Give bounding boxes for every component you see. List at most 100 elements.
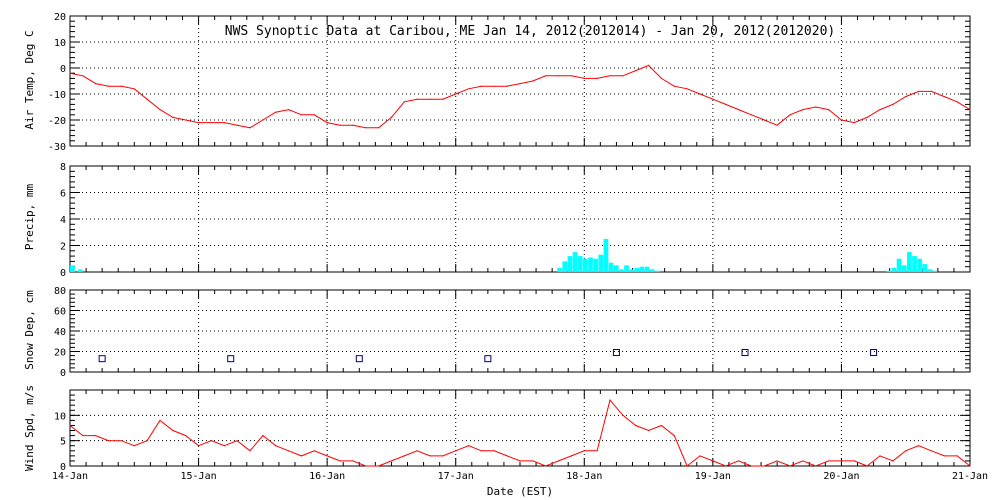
data-point: [82, 75, 84, 77]
data-point: [686, 88, 688, 90]
data-point: [660, 424, 663, 427]
data-point: [377, 127, 380, 129]
data-point: [95, 435, 97, 437]
data-point: [583, 450, 585, 452]
panel-precip: Precip, mm 0 2 4 6 8: [23, 162, 971, 279]
precip-bar: [598, 254, 604, 272]
data-point: [223, 122, 225, 124]
data-point: [300, 455, 303, 457]
data-point: [493, 85, 495, 87]
data-point: [570, 75, 573, 77]
precip-bar: [629, 269, 635, 272]
data-point: [480, 85, 483, 87]
y-tick-label: 20: [54, 348, 66, 359]
x-axis-label: Date (EST): [487, 485, 553, 498]
data-point: [287, 450, 290, 452]
data-point: [815, 465, 817, 467]
data-point: [686, 465, 688, 467]
data-point: [236, 124, 238, 126]
data-point: [827, 109, 830, 111]
data-point: [802, 109, 804, 111]
x-tick-label: 15-Jan: [181, 471, 217, 482]
x-tick-label: 18-Jan: [566, 471, 602, 482]
data-point: [853, 460, 855, 462]
data-point: [969, 109, 971, 111]
precip-bar: [644, 266, 650, 272]
data-point: [905, 96, 907, 98]
data-point: [390, 460, 393, 462]
data-point: [172, 429, 174, 432]
data-point: [956, 101, 958, 103]
y-tick-label: 2: [60, 242, 66, 253]
data-point: [815, 106, 817, 108]
y-tick-label: 10: [54, 38, 66, 49]
data-point: [506, 85, 508, 87]
data-point: [622, 414, 624, 416]
data-point: [583, 77, 585, 79]
data-point: [107, 440, 110, 442]
data-point: [647, 64, 650, 66]
data-point: [82, 435, 84, 437]
data-point: [827, 460, 830, 462]
data-point: [930, 450, 933, 452]
data-point: [262, 119, 264, 121]
precip-bar: [572, 252, 578, 272]
snow-depth-marker: [870, 349, 878, 357]
precip-bar: [593, 258, 599, 272]
data-point: [352, 460, 354, 462]
data-point: [146, 440, 148, 442]
data-point: [429, 455, 431, 457]
data-point: [403, 455, 405, 457]
x-tick-label: 17-Jan: [438, 471, 474, 482]
data-point: [223, 445, 225, 447]
data-point: [506, 455, 508, 457]
x-tick-label: 14-Jan: [52, 471, 88, 482]
data-point: [480, 450, 483, 452]
y-tick-label: -30: [48, 142, 66, 153]
data-point: [699, 455, 701, 457]
data-point: [442, 455, 444, 457]
precip-bar: [896, 258, 902, 272]
y-tick-label: 60: [54, 307, 66, 318]
data-point: [892, 460, 894, 462]
data-point: [609, 75, 611, 77]
data-point: [622, 75, 624, 77]
data-point: [120, 440, 123, 442]
precip-bar: [577, 256, 583, 272]
x-tick-label: 16-Jan: [309, 471, 345, 482]
data-point: [776, 460, 778, 462]
data-point: [429, 98, 431, 100]
precip-bar: [583, 258, 588, 272]
data-point: [853, 122, 855, 124]
panel-snow-depth: Snow Dep, cm 0 20 40 60 80: [23, 286, 971, 379]
data-point: [236, 440, 238, 442]
precip-bar: [886, 270, 892, 272]
data-point: [133, 88, 135, 90]
data-point: [185, 119, 187, 121]
data-point: [146, 98, 148, 100]
snow-depth-marker: [612, 349, 620, 357]
precip-bar: [932, 270, 938, 272]
data-point: [287, 109, 290, 111]
data-point: [249, 450, 251, 452]
data-point: [545, 75, 547, 77]
data-point: [442, 98, 444, 100]
plot-frame: [69, 389, 971, 467]
data-point: [866, 116, 868, 118]
data-point: [275, 111, 277, 113]
data-point: [789, 465, 791, 467]
data-point: [159, 419, 161, 421]
data-point: [737, 460, 740, 462]
x-tick-label: 19-Jan: [695, 471, 731, 482]
data-point: [956, 455, 958, 457]
data-point: [840, 460, 843, 462]
y-axis-label-wind-speed: Wind Spd, m/s: [23, 385, 36, 471]
data-point: [455, 93, 457, 95]
data-point: [455, 450, 457, 452]
precip-bar: [557, 268, 563, 272]
snow-depth-marker: [227, 355, 235, 363]
snow-depth-marker: [484, 355, 492, 363]
data-point: [647, 429, 650, 432]
data-point: [210, 122, 213, 124]
